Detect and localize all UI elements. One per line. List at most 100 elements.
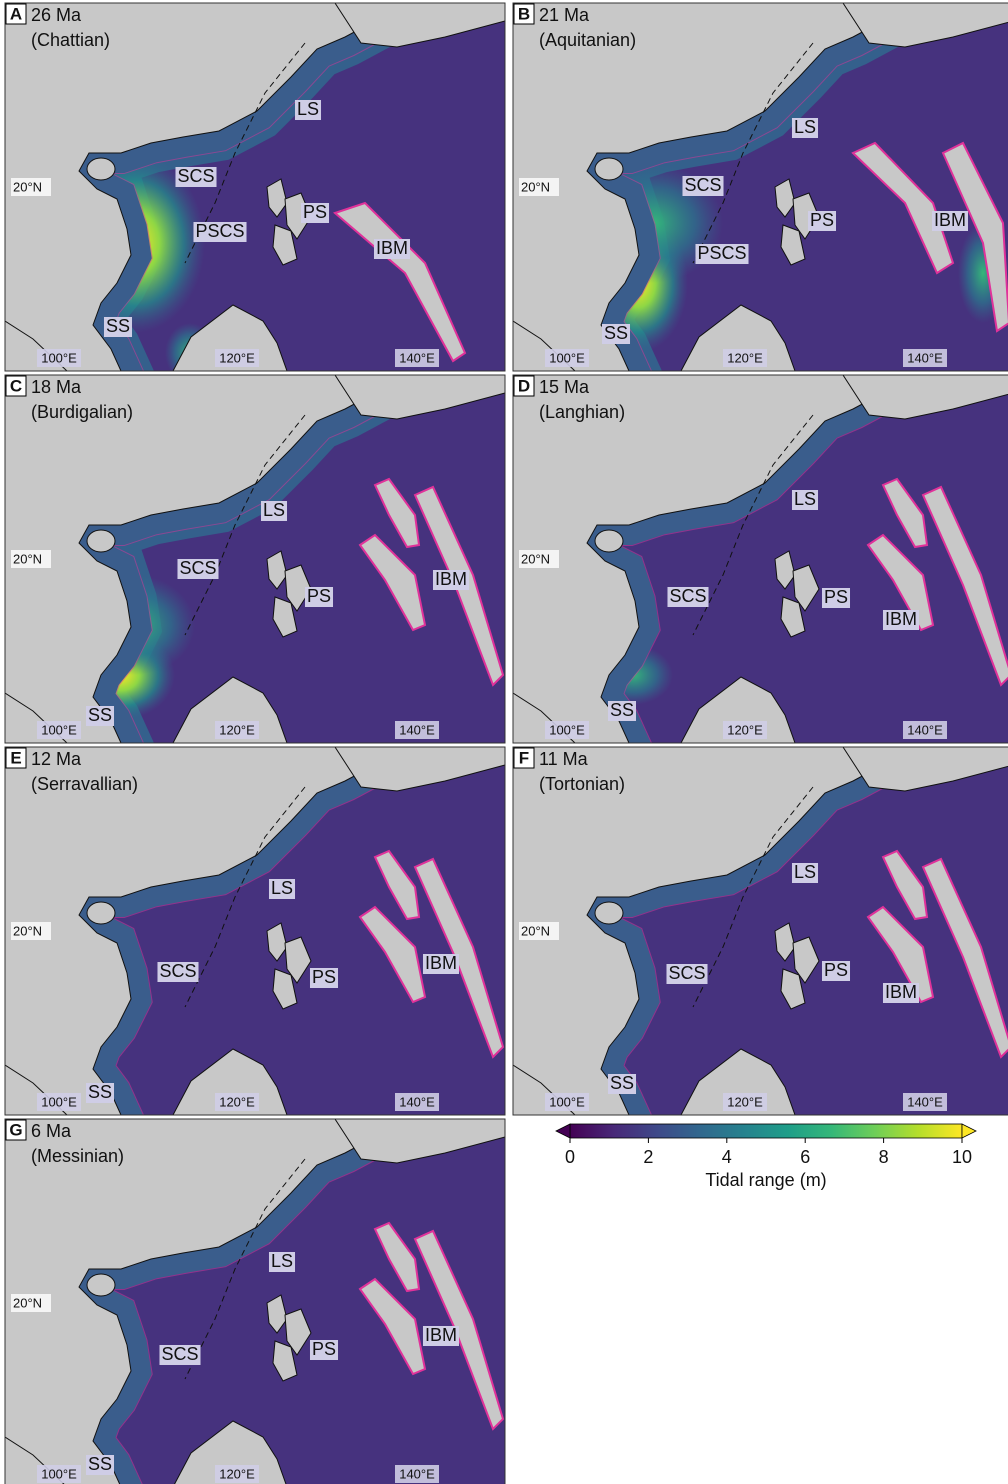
region-label: SS [88,1082,112,1102]
land [595,902,623,924]
lon-label: 100°E [549,1094,585,1109]
region-label: SS [610,700,634,720]
colorbar-tick-label: 10 [952,1147,972,1167]
land [595,158,623,180]
region-label: IBM [885,982,917,1002]
land [595,530,623,552]
lon-label: 120°E [727,722,763,737]
region-label: SCS [161,1344,198,1364]
region-label: IBM [934,210,966,230]
region-label: PS [307,586,331,606]
colorbar-tick-label: 6 [800,1147,810,1167]
lat-label: 20°N [13,923,42,938]
region-label: SCS [179,558,216,578]
lon-label: 100°E [41,350,77,365]
region-label: SS [88,705,112,725]
map-content [513,3,1008,371]
colorbar: 0246810Tidal range (m) [556,1124,976,1190]
region-label: IBM [885,609,917,629]
region-label: PS [810,210,834,230]
colorbar-extend-low [556,1124,570,1138]
lat-label: 20°N [521,179,550,194]
panel-letter: F [519,748,529,767]
lon-label: 140°E [399,350,435,365]
lon-label: 120°E [219,350,255,365]
region-label: LS [271,878,293,898]
lon-label: 100°E [549,350,585,365]
colorbar-extend-high [962,1124,976,1138]
lon-label: 100°E [41,1094,77,1109]
region-label: PS [312,1339,336,1359]
panel-letter: A [10,4,22,23]
panel-letter: G [9,1120,22,1139]
panel-stage: (Langhian) [539,402,625,422]
region-label: SCS [668,963,705,983]
lon-label: 120°E [219,1094,255,1109]
lon-label: 140°E [907,722,943,737]
region-label: PSCS [697,243,746,263]
region-label: SS [88,1454,112,1474]
colorbar-tick-label: 4 [722,1147,732,1167]
panel-age: 6 Ma [31,1121,72,1141]
map-panel: G6 Ma(Messinian)LSSCSPSIBMSS20°N100°E120… [0,1119,505,1484]
map-panel: A26 Ma(Chattian)LSSCSPSCSPSIBMSS20°N100°… [5,0,505,383]
region-label: LS [794,862,816,882]
lon-label: 140°E [399,1094,435,1109]
panel-letter: B [518,4,530,23]
lon-label: 100°E [41,1466,77,1481]
region-label: PS [824,960,848,980]
colorbar-label: Tidal range (m) [705,1170,826,1190]
panel-age: 15 Ma [539,377,590,397]
region-label: IBM [435,569,467,589]
panel-age: 12 Ma [31,749,82,769]
lon-label: 140°E [399,722,435,737]
region-label: IBM [376,238,408,258]
region-label: SS [604,323,628,343]
lon-label: 140°E [907,350,943,365]
map-content [498,747,1008,1115]
lon-label: 120°E [219,722,255,737]
map-content [513,375,1008,743]
region-label: SCS [684,175,721,195]
lon-label: 120°E [219,1466,255,1481]
region-label: PS [303,202,327,222]
panel-letter: E [10,748,21,767]
panel-stage: (Serravallian) [31,774,138,794]
land [87,530,115,552]
land [87,158,115,180]
figure: A26 Ma(Chattian)LSSCSPSCSPSIBMSS20°N100°… [0,0,1008,1484]
lon-label: 100°E [549,722,585,737]
map-content [0,747,505,1115]
panel-stage: (Burdigalian) [31,402,133,422]
lat-label: 20°N [13,551,42,566]
lat-label: 20°N [521,923,550,938]
panel-letter: D [518,376,530,395]
region-label: SCS [669,586,706,606]
panel-age: 26 Ma [31,5,82,25]
region-label: IBM [425,1325,457,1345]
lat-label: 20°N [13,1295,42,1310]
map-panel: B21 Ma(Aquitanian)LSSCSPSIBMPSCSSS20°N10… [513,3,1008,371]
map-content [5,0,505,383]
region-label: SS [610,1073,634,1093]
region-label: PS [312,967,336,987]
land [87,1274,115,1296]
lon-label: 120°E [727,350,763,365]
region-label: SCS [159,961,196,981]
map-panel: C18 Ma(Burdigalian)LSSCSPSIBMSS20°N100°E… [5,375,505,743]
lon-label: 120°E [727,1094,763,1109]
region-label: PSCS [195,221,244,241]
region-label: LS [297,99,319,119]
lon-label: 140°E [399,1466,435,1481]
panel-stage: (Chattian) [31,30,110,50]
colorbar-tick-label: 2 [643,1147,653,1167]
lat-label: 20°N [521,551,550,566]
panel-stage: (Aquitanian) [539,30,636,50]
panel-age: 18 Ma [31,377,82,397]
map-panel: E12 Ma(Serravallian)LSSCSPSIBMSS20°N100°… [0,747,505,1115]
panel-age: 21 Ma [539,5,590,25]
lat-label: 20°N [13,179,42,194]
region-label: LS [794,489,816,509]
